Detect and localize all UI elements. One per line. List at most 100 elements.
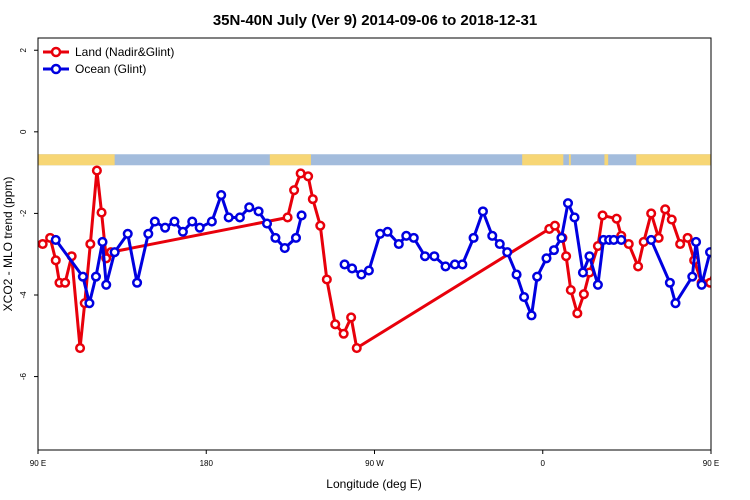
series-line-land xyxy=(41,169,711,350)
y-tick-label: -4 xyxy=(19,291,28,299)
data-point-ocean xyxy=(177,226,188,237)
data-point-land xyxy=(346,312,357,323)
data-point-ocean xyxy=(90,271,102,282)
data-point-land xyxy=(91,165,102,176)
data-point-ocean xyxy=(541,253,552,264)
data-point-ocean xyxy=(670,298,681,309)
data-point-ocean xyxy=(577,267,588,278)
data-point-land xyxy=(611,213,622,224)
data-point-land xyxy=(565,285,576,296)
data-point-ocean xyxy=(664,277,675,288)
data-point-ocean xyxy=(296,210,307,221)
data-point-ocean xyxy=(363,265,374,276)
legend-box xyxy=(39,39,191,79)
data-point-ocean xyxy=(187,216,198,227)
data-point-land xyxy=(729,299,737,307)
ocean-band xyxy=(38,154,711,166)
data-point-ocean xyxy=(270,232,281,243)
data-point-ocean xyxy=(149,216,160,227)
data-point-ocean xyxy=(457,259,468,270)
data-point-land xyxy=(597,210,608,221)
data-point-land xyxy=(96,207,107,218)
y-tick-label: 0 xyxy=(19,129,28,134)
land-band-segment xyxy=(568,154,571,166)
data-point-land xyxy=(330,319,341,330)
land-band-segment xyxy=(38,154,115,166)
series-ocean xyxy=(50,189,711,321)
data-point-ocean xyxy=(429,251,440,262)
data-point-ocean xyxy=(487,230,498,241)
data-point-ocean xyxy=(77,271,88,282)
data-point-land xyxy=(60,277,71,288)
data-point-ocean xyxy=(526,310,537,321)
data-point-ocean xyxy=(279,243,290,254)
data-point-ocean xyxy=(419,251,431,262)
land-band-segment xyxy=(604,154,609,166)
x-tick-label: 90 E xyxy=(30,459,46,468)
series-line-ocean xyxy=(649,239,711,305)
x-tick-label: 180 xyxy=(200,459,214,468)
data-point-ocean xyxy=(556,232,567,243)
data-point-ocean xyxy=(408,232,419,243)
land-band-segment xyxy=(522,154,564,166)
data-point-ocean xyxy=(194,222,205,233)
data-point-ocean xyxy=(382,226,393,237)
y-axis-label: XCO2 - MLO trend (ppm) xyxy=(1,177,15,312)
data-point-land xyxy=(315,220,326,231)
data-point-land xyxy=(660,204,671,215)
land-ocean-band xyxy=(38,154,711,166)
legend-label-ocean: Ocean (Glint) xyxy=(75,62,146,76)
data-point-ocean xyxy=(132,277,143,288)
legend-label-land: Land (Nadir&Glint) xyxy=(75,45,174,59)
data-point-land xyxy=(303,171,314,182)
data-point-ocean xyxy=(169,216,180,227)
data-point-ocean xyxy=(50,234,61,245)
y-axis: 2 0 -2 -4 -6 xyxy=(19,47,38,380)
data-point-ocean xyxy=(440,261,451,272)
data-point-ocean xyxy=(339,259,350,270)
data-point-land xyxy=(289,185,300,196)
data-point-land xyxy=(38,238,48,250)
y-tick-label: -6 xyxy=(19,372,28,380)
data-point-land xyxy=(675,238,686,250)
x-axis-label: Longitude (deg E) xyxy=(326,477,421,491)
legend-marker-land xyxy=(50,46,62,58)
data-point-land xyxy=(321,274,332,285)
data-point-ocean xyxy=(160,222,171,233)
data-point-ocean xyxy=(646,234,657,245)
data-point-land xyxy=(633,261,644,272)
data-point-ocean xyxy=(477,206,488,217)
data-point-land xyxy=(50,255,61,266)
land-band-segment xyxy=(636,154,711,166)
data-point-land xyxy=(85,238,96,250)
legend-entry-land: Land (Nadir&Glint) xyxy=(43,45,174,59)
data-point-land xyxy=(572,308,583,319)
series-layer xyxy=(38,165,750,354)
data-point-land xyxy=(578,289,589,300)
land-band-segment xyxy=(269,154,311,166)
data-point-ocean xyxy=(562,198,574,209)
data-point-ocean xyxy=(290,232,302,243)
data-point-land xyxy=(682,232,693,243)
series-land xyxy=(38,165,750,354)
data-point-ocean xyxy=(393,238,404,250)
data-point-ocean xyxy=(569,212,580,223)
data-point-land xyxy=(75,342,86,354)
data-point-land xyxy=(743,167,750,175)
data-point-land xyxy=(705,277,711,288)
data-point-ocean xyxy=(261,218,273,229)
data-point-land xyxy=(351,342,362,354)
data-point-ocean xyxy=(519,291,530,303)
data-point-ocean xyxy=(532,271,543,282)
data-point-ocean xyxy=(690,236,702,248)
series-line-ocean xyxy=(343,201,622,317)
data-point-ocean xyxy=(97,236,108,248)
data-point-ocean xyxy=(687,271,698,282)
data-point-ocean xyxy=(584,251,595,262)
data-point-ocean xyxy=(548,245,560,256)
data-point-ocean xyxy=(143,228,154,239)
legend-entry-ocean: Ocean (Glint) xyxy=(43,62,146,76)
data-point-ocean xyxy=(122,228,133,239)
x-tick-label: 90 E xyxy=(703,459,719,468)
data-point-ocean xyxy=(84,298,95,309)
